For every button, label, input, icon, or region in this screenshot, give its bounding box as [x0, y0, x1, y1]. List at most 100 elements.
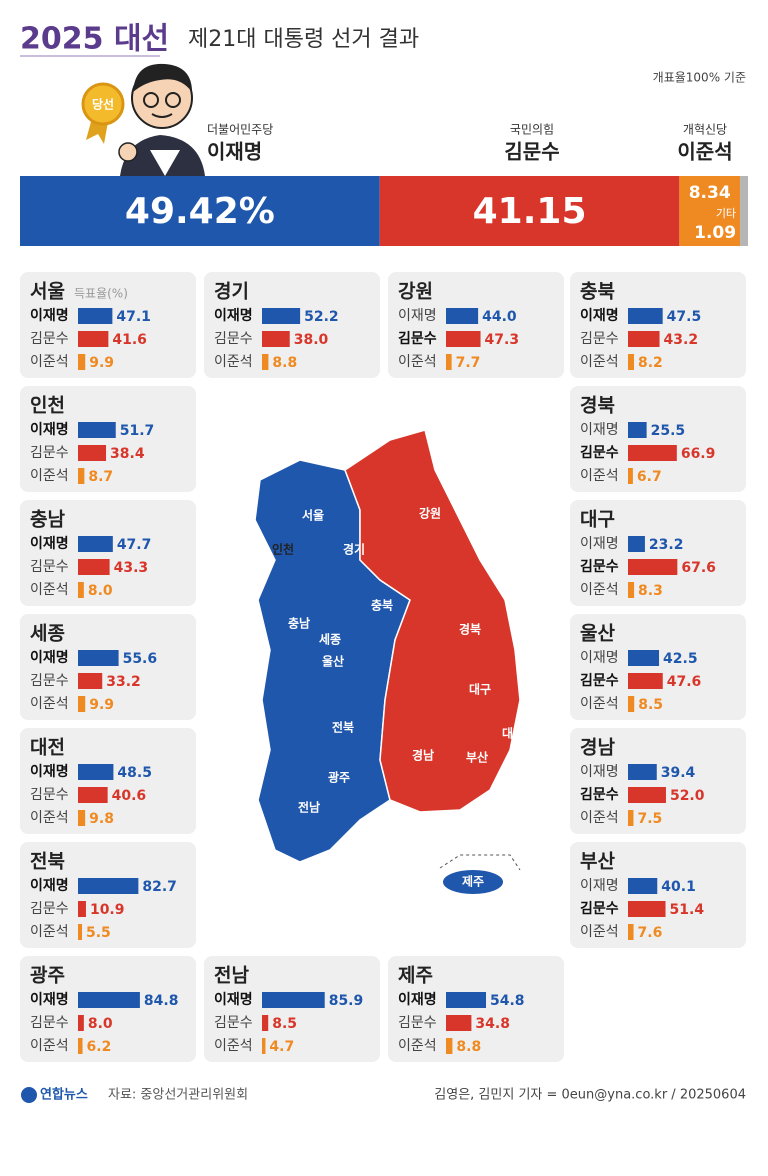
region-value: 82.7: [142, 879, 177, 895]
candidate-name: 이재명: [30, 763, 69, 780]
region-bar: [628, 650, 660, 666]
map-label: 강원: [419, 507, 441, 521]
region-value: 23.2: [649, 537, 684, 553]
region-value: 47.7: [117, 537, 152, 553]
candidate-name: 김문수: [580, 672, 619, 689]
region-bar: [262, 1038, 266, 1054]
candidate-name: 김문수: [214, 1015, 253, 1031]
region-card: [204, 272, 380, 378]
vote-share-bar: [20, 176, 380, 246]
region-value: 33.2: [106, 674, 141, 690]
candidate-name: 김문수: [30, 445, 69, 461]
party: 국민의힘: [510, 123, 554, 137]
region-bar: [78, 764, 114, 780]
region-value: 25.5: [651, 423, 686, 439]
region-bar: [78, 878, 139, 894]
region-bar: [78, 992, 140, 1008]
region-value: 52.0: [670, 788, 705, 804]
region-name: 제주: [398, 965, 433, 987]
region-bar: [446, 1015, 472, 1031]
region-bar: [628, 468, 633, 484]
region-bar: [78, 582, 84, 598]
region-value: 9.9: [89, 697, 114, 713]
candidate-name: 김문수: [30, 1015, 69, 1031]
region-bar: [628, 536, 645, 552]
region-name: 충북: [580, 281, 615, 303]
candidate-name: 김문수: [504, 140, 559, 164]
region-value: 85.9: [329, 993, 364, 1009]
candidate-name: 이준석: [30, 810, 69, 826]
region-bar: [78, 696, 86, 712]
region-card: [570, 614, 746, 720]
candidate-name: 김문수: [214, 331, 253, 347]
region-name: 강원: [398, 281, 433, 303]
region-bar: [262, 992, 325, 1008]
region-card: [570, 728, 746, 834]
region-bar: [78, 308, 113, 324]
region-name: 전북: [30, 851, 65, 873]
candidate-name: 이준석: [580, 354, 619, 370]
region-bar: [628, 445, 677, 461]
map-label: 울산: [322, 654, 344, 669]
logo-mark: [21, 1087, 37, 1103]
region-bar: [628, 559, 678, 575]
candidate-name: 김문수: [580, 444, 619, 461]
unit-label: 득표율(%): [74, 287, 128, 301]
candidate-name: 이재명: [398, 308, 437, 324]
region-name: 세종: [30, 623, 65, 645]
candidate-name: 이재명: [30, 877, 69, 894]
map-label: 제주: [462, 875, 484, 889]
map-label: 경남: [412, 748, 434, 763]
region-value: 5.5: [86, 925, 111, 941]
candidate-name: 김문수: [30, 331, 69, 347]
region-value: 43.2: [664, 332, 699, 348]
region-value: 38.0: [294, 332, 329, 348]
region-bar: [78, 787, 108, 803]
region-bar: [78, 445, 107, 461]
candidate-name: 이준석: [580, 696, 619, 712]
region-value: 40.1: [661, 879, 696, 895]
region-value: 47.3: [485, 332, 520, 348]
region-bar: [628, 354, 634, 370]
region-bar: [628, 422, 647, 438]
map-label: 충남: [288, 616, 310, 631]
region-bar: [262, 354, 269, 370]
vote-share-bar: [679, 176, 741, 246]
region-value: 8.0: [88, 1016, 113, 1032]
region-value: 8.2: [638, 355, 663, 371]
candidate-name: 이재명: [214, 307, 253, 324]
map-label: 충북: [371, 598, 393, 613]
region-bar: [78, 1015, 84, 1031]
region-bar: [262, 331, 290, 347]
candidate-name: 이재명: [398, 991, 437, 1008]
region-card: [20, 386, 196, 492]
region-card: [20, 728, 196, 834]
region-bar: [628, 582, 635, 598]
region-bar: [628, 331, 660, 347]
region-card: [20, 272, 196, 378]
candidate-name: 이재명: [580, 764, 619, 780]
candidate-name: 이재명: [30, 535, 69, 552]
candidate-name: 이재명: [580, 878, 619, 894]
region-value: 7.5: [637, 811, 662, 827]
candidate-name: 이준석: [30, 468, 69, 484]
region-name: 충남: [30, 509, 65, 531]
region-bar: [78, 810, 86, 826]
region-bar: [78, 354, 86, 370]
region-value: 43.3: [114, 560, 149, 576]
title-year: 2025 대선: [20, 22, 169, 57]
region-value: 8.5: [272, 1016, 297, 1032]
region-card: [570, 842, 746, 948]
region-value: 44.0: [482, 309, 517, 325]
region-value: 84.8: [144, 993, 179, 1009]
title: 제21대 대통령 선거 결과: [188, 27, 419, 52]
region-name: 인천: [30, 395, 65, 417]
region-value: 34.8: [475, 1016, 510, 1032]
region-value: 8.7: [88, 469, 113, 485]
candidate-name: 김문수: [30, 673, 69, 689]
candidate-name: 김문수: [30, 901, 69, 917]
candidate-name: 이재명: [30, 991, 69, 1008]
region-value: 6.2: [87, 1039, 112, 1055]
